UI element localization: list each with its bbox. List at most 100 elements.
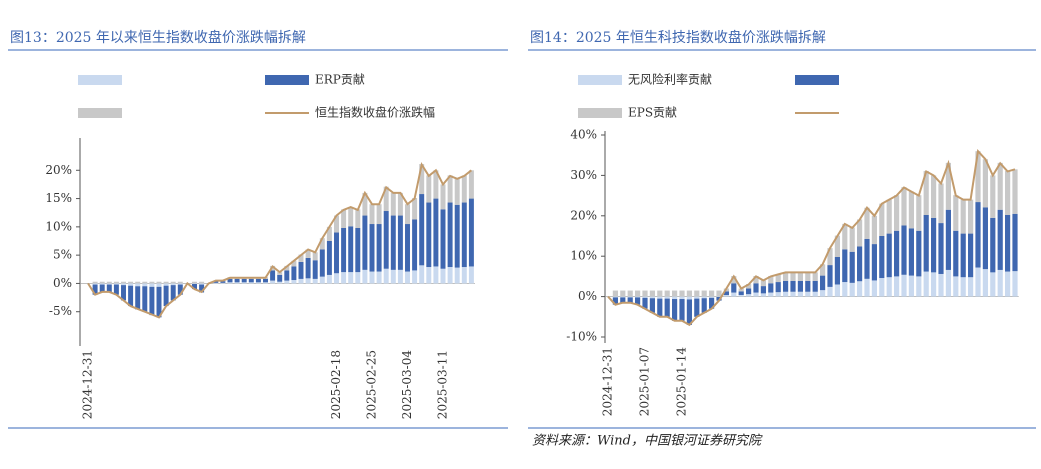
- bar: [348, 207, 354, 227]
- bar: [305, 278, 311, 284]
- bar: [298, 254, 304, 262]
- bar: [397, 269, 403, 284]
- bar: [106, 281, 112, 284]
- legend-label: 恒生指数收盘价涨跌幅: [315, 105, 435, 120]
- x-tick-label: 2025-01-07: [638, 347, 652, 416]
- bar: [433, 266, 439, 284]
- bar: [990, 272, 996, 297]
- bar: [760, 293, 766, 297]
- bar: [156, 286, 162, 318]
- bar: [241, 278, 247, 283]
- bar: [383, 186, 389, 212]
- bar: [879, 203, 885, 236]
- bar: [135, 283, 141, 287]
- bar: [177, 283, 183, 285]
- bar: [857, 281, 863, 297]
- bar: [805, 272, 811, 281]
- bar: [797, 280, 803, 292]
- bar: [397, 215, 403, 270]
- bar: [227, 278, 233, 283]
- bar: [163, 283, 169, 286]
- bar: [783, 291, 789, 297]
- bar: [901, 187, 907, 226]
- y-tick-label: -10%: [566, 330, 597, 344]
- bar: [709, 296, 715, 298]
- bar: [334, 232, 339, 274]
- bar: [305, 249, 311, 258]
- bar: [362, 269, 368, 284]
- bar: [842, 249, 848, 283]
- x-tick-label: 2025-01-14: [675, 347, 689, 417]
- bar: [664, 290, 670, 297]
- bar: [99, 284, 105, 293]
- bar: [468, 198, 474, 267]
- bar: [149, 286, 155, 316]
- bar: [376, 224, 382, 272]
- bar: [894, 195, 900, 231]
- line: [87, 161, 473, 319]
- bar: [842, 223, 848, 250]
- bar: [1005, 214, 1011, 272]
- bar: [864, 278, 870, 297]
- bar: [612, 296, 618, 298]
- bar: [657, 298, 663, 317]
- y-tick-label: 10%: [570, 249, 597, 263]
- bar: [348, 272, 354, 284]
- bar: [827, 248, 833, 266]
- bar: [213, 281, 219, 283]
- bar: [916, 276, 922, 297]
- bar: [931, 217, 937, 273]
- line: [607, 148, 1016, 327]
- bar: [701, 296, 707, 299]
- bar: [849, 251, 855, 283]
- legend-label: EPS贡献: [628, 105, 677, 120]
- bar: [649, 298, 655, 313]
- bar: [440, 268, 446, 284]
- bar: [468, 266, 474, 284]
- bar: [635, 297, 641, 305]
- bar: [121, 283, 126, 286]
- bar: [820, 275, 826, 291]
- bar: [405, 204, 410, 225]
- bar: [990, 175, 996, 218]
- bar: [642, 290, 648, 297]
- bar: [982, 159, 988, 208]
- bar: [672, 290, 678, 297]
- bar: [454, 204, 460, 268]
- bar: [135, 281, 141, 284]
- bar: [248, 282, 254, 284]
- y-tick-label: 0%: [53, 276, 72, 290]
- bar: [834, 235, 840, 258]
- legend-swatch: [265, 75, 309, 85]
- bar: [760, 286, 766, 294]
- bar: [291, 266, 297, 281]
- bar: [812, 280, 818, 292]
- bar: [298, 261, 304, 279]
- bar: [128, 285, 134, 307]
- legend-swatch: [78, 75, 122, 85]
- legend-swatch: [578, 75, 622, 85]
- bar: [982, 207, 988, 270]
- bar: [461, 175, 467, 203]
- bar: [383, 211, 389, 269]
- bar: [894, 276, 900, 297]
- bar: [975, 267, 981, 297]
- bar: [982, 269, 988, 297]
- y-tick-label: 30%: [570, 168, 597, 182]
- bar: [92, 283, 98, 285]
- bar: [291, 260, 297, 267]
- bar: [468, 170, 474, 199]
- bar: [916, 195, 922, 231]
- bar: [679, 299, 685, 321]
- bar: [753, 283, 759, 293]
- bar: [908, 191, 914, 229]
- legend-label: 无风险利率贡献: [628, 72, 712, 87]
- bar: [709, 290, 715, 297]
- bar: [92, 284, 98, 295]
- bar: [701, 298, 707, 313]
- x-tick-label: 2025-03-11: [436, 350, 450, 419]
- bar: [319, 238, 325, 250]
- bar: [657, 296, 663, 299]
- bar: [953, 230, 959, 277]
- bar: [871, 280, 877, 297]
